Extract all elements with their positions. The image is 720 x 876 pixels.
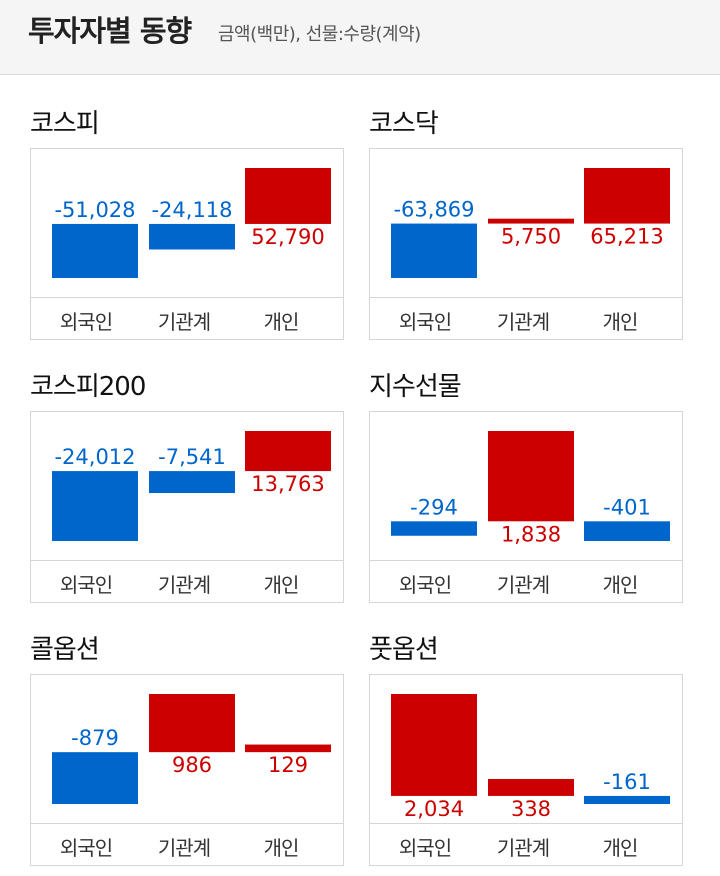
category-row: 외국인 기관계 개인 (370, 297, 682, 340)
data-label-institution: -7,541 (158, 445, 226, 469)
chart-call-option-plot: -879 986 129 (52, 694, 331, 804)
category-label-foreign: 외국인 (59, 573, 113, 597)
bar-foreign (52, 471, 138, 541)
panel-title-put-option: 풋옵션 (369, 635, 439, 665)
category-label-institution: 기관계 (157, 310, 211, 334)
bar-individual (584, 795, 670, 804)
bar-individual (584, 521, 670, 541)
category-label-individual: 개인 (602, 573, 639, 597)
panel-title-kospi200: 코스피200 (30, 372, 146, 402)
bar-institution (149, 223, 235, 250)
category-label-institution: 기관계 (496, 573, 550, 597)
category-row: 외국인 기관계 개인 (31, 823, 343, 866)
data-label-foreign: -24,012 (54, 445, 135, 469)
data-label-individual: -401 (603, 495, 651, 519)
bar-individual (245, 431, 331, 472)
category-label-individual: 개인 (263, 573, 300, 597)
bar-foreign (52, 752, 138, 804)
chart-kospi200: -24,012 -7,541 13,763 외국인 기관계 개인 (30, 411, 344, 603)
bar-foreign (391, 694, 477, 796)
bar-individual (245, 744, 331, 753)
data-label-institution: 5,750 (501, 225, 561, 249)
bar-institution (149, 471, 235, 494)
data-label-individual: 13,763 (251, 472, 324, 496)
chart-put-option-plot: 2,034 338 -161 (391, 694, 670, 821)
chart-kosdaq: -63,869 5,750 65,213 외국인 기관계 개인 (369, 148, 683, 340)
data-label-individual: 129 (268, 753, 308, 777)
chart-index-futures-plot: -294 1,838 -401 (391, 431, 670, 546)
chart-kospi-plot: -51,028 -24,118 52,790 (52, 168, 331, 278)
bar-individual (245, 168, 331, 224)
category-label-foreign: 외국인 (59, 310, 113, 334)
panel-title-kosdaq: 코스닥 (369, 109, 439, 139)
data-label-institution: -24,118 (151, 198, 232, 222)
panel-title-index-futures: 지수선물 (369, 372, 462, 402)
data-label-foreign: -879 (71, 726, 119, 750)
chart-call-option: -879 986 129 외국인 기관계 개인 (30, 674, 344, 866)
chart-kospi200-plot: -24,012 -7,541 13,763 (52, 431, 331, 541)
panel-title-kospi: 코스피 (30, 109, 100, 139)
category-row: 외국인 기관계 개인 (31, 560, 343, 603)
header: 투자자별 동향 금액(백만), 선물:수량(계약) (0, 0, 720, 75)
data-label-institution: 986 (172, 753, 212, 777)
category-label-institution: 기관계 (496, 836, 550, 860)
panel-title-call-option: 콜옵션 (30, 635, 100, 665)
page-subtitle: 금액(백만), 선물:수량(계약) (218, 24, 421, 45)
category-label-foreign: 외국인 (59, 836, 113, 860)
chart-put-option: 2,034 338 -161 외국인 기관계 개인 (369, 674, 683, 866)
page-title: 투자자별 동향 (28, 14, 192, 48)
bar-foreign (391, 521, 477, 536)
category-label-foreign: 외국인 (398, 310, 452, 334)
category-label-institution: 기관계 (157, 573, 211, 597)
chart-kospi: -51,028 -24,118 52,790 외국인 기관계 개인 (30, 148, 344, 340)
data-label-foreign: 2,034 (404, 797, 464, 821)
data-label-individual: -161 (603, 770, 651, 794)
category-label-individual: 개인 (602, 310, 639, 334)
bar-institution (488, 218, 574, 224)
data-label-foreign: -63,869 (393, 198, 474, 222)
category-label-institution: 기관계 (157, 836, 211, 860)
category-row: 외국인 기관계 개인 (31, 297, 343, 340)
bar-foreign (391, 223, 477, 278)
bar-institution (149, 694, 235, 753)
data-label-foreign: -51,028 (54, 198, 135, 222)
data-label-institution: 338 (511, 797, 551, 821)
chart-kosdaq-plot: -63,869 5,750 65,213 (391, 168, 670, 278)
category-label-foreign: 외국인 (398, 836, 452, 860)
category-label-foreign: 외국인 (398, 573, 452, 597)
bar-individual (584, 168, 670, 224)
category-label-individual: 개인 (263, 836, 300, 860)
category-row: 외국인 기관계 개인 (370, 823, 682, 866)
category-row: 외국인 기관계 개인 (370, 560, 682, 603)
bar-institution (488, 778, 574, 796)
bar-foreign (52, 223, 138, 278)
data-label-individual: 65,213 (590, 225, 663, 249)
data-label-foreign: -294 (410, 495, 458, 519)
chart-index-futures: -294 1,838 -401 외국인 기관계 개인 (369, 411, 683, 603)
bar-institution (488, 431, 574, 522)
category-label-individual: 개인 (602, 836, 639, 860)
category-label-institution: 기관계 (496, 310, 550, 334)
data-label-individual: 52,790 (251, 225, 324, 249)
data-label-institution: 1,838 (501, 522, 561, 546)
category-label-individual: 개인 (263, 310, 300, 334)
